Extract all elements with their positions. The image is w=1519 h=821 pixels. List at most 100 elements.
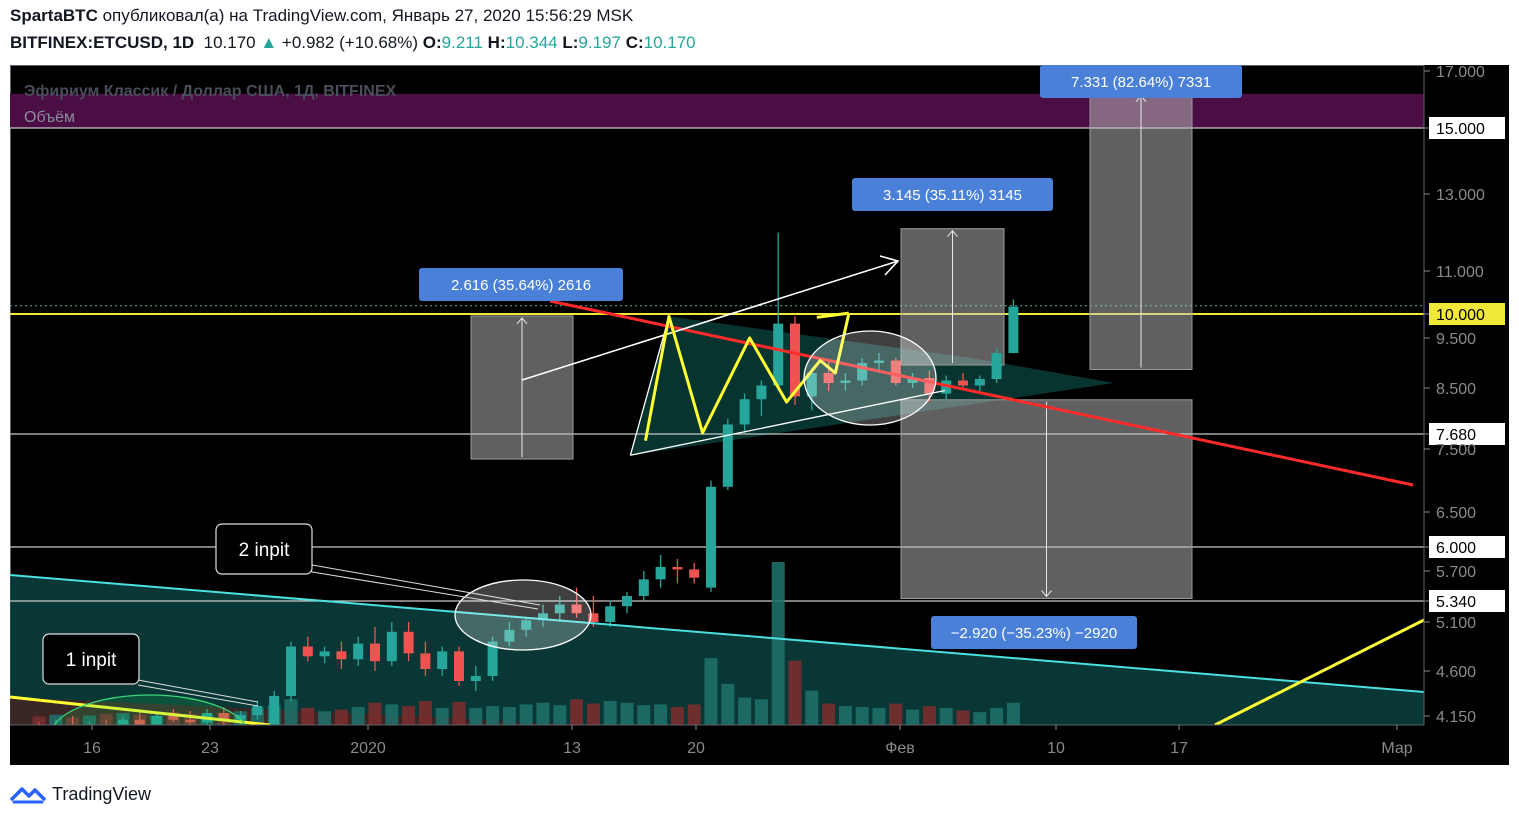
- price-tick-highlight: [1429, 590, 1505, 612]
- candle-body: [538, 613, 548, 621]
- breakout-ellipse: [803, 330, 937, 426]
- volume-bar: [738, 697, 752, 725]
- volume-bar: [906, 709, 920, 725]
- time-tick-label: 20: [687, 740, 705, 757]
- candle-body: [874, 360, 884, 363]
- measure-arrow-head: [1041, 590, 1052, 598]
- price-chart[interactable]: Эфириум Классик / Доллар США, 1Д, BITFIN…: [10, 65, 1509, 765]
- candle-body: [437, 651, 448, 670]
- candle-body: [286, 646, 296, 696]
- time-tick-label: 17: [1170, 740, 1188, 757]
- volume-bar: [754, 699, 768, 725]
- volume-bar: [486, 706, 500, 725]
- volume-legend-title: Объём: [24, 109, 75, 126]
- volume-bar: [32, 716, 46, 725]
- price-tick-label: 11.000: [1436, 264, 1484, 281]
- candle-body: [521, 620, 532, 630]
- volume-bar: [586, 703, 600, 725]
- price-tick-label: 9.500: [1436, 331, 1476, 348]
- footer: TradingView: [10, 782, 151, 806]
- price-tick-highlight: [1429, 303, 1505, 325]
- low-label: L:: [562, 33, 579, 52]
- volume-bar: [603, 700, 617, 725]
- price-tick-label: 4.600: [1436, 664, 1476, 681]
- triangle-base: [630, 389, 946, 456]
- volume-bar: [334, 709, 348, 725]
- volume-bar: [402, 706, 416, 725]
- triangle-edge: [629, 316, 670, 456]
- measure-label-text: 3.145 (35.11%) 3145: [883, 187, 1022, 204]
- author-name[interactable]: SpartaBTC: [10, 6, 98, 25]
- candle-body: [907, 378, 918, 383]
- series-legend-title: Эфириум Классик / Доллар США, 1Д, BITFIN…: [24, 83, 397, 100]
- annotation-callout-text: 2 inpit: [239, 540, 290, 561]
- price-tick-label: 8.500: [1436, 381, 1476, 398]
- volume-bar: [351, 706, 365, 725]
- low-value: 9.197: [578, 33, 621, 52]
- footer-brand[interactable]: TradingView: [52, 783, 152, 804]
- price-tick-highlight: [1429, 536, 1505, 558]
- volume-bar: [687, 704, 701, 725]
- price-tick-label: 6.500: [1436, 505, 1476, 522]
- volume-bar: [805, 690, 819, 725]
- price-axis-bg: [1424, 65, 1509, 725]
- volume-bar: [301, 707, 315, 725]
- candle-body: [706, 486, 716, 588]
- input-2-ellipse: [454, 579, 592, 651]
- volume-bar: [284, 699, 298, 725]
- candle-body: [168, 716, 179, 720]
- candle-body: [420, 653, 431, 670]
- volume-bar: [620, 702, 634, 725]
- candle-body: [185, 719, 196, 723]
- measure-label-bg: [852, 178, 1053, 211]
- open-value: 9.211: [441, 33, 483, 52]
- volume-bar: [519, 704, 533, 725]
- price-tick-label: 15.000: [1436, 121, 1485, 138]
- price-tick-label: 6.000: [1436, 540, 1476, 557]
- input-1-ellipse: [53, 694, 247, 725]
- time-tick-label: 2020: [350, 740, 386, 757]
- volume-bar: [452, 701, 466, 725]
- publish-header: SpartaBTC опубликовал(а) на TradingView.…: [10, 6, 633, 26]
- measure-label-bg: [1040, 65, 1242, 98]
- time-tick-label: 16: [83, 740, 101, 757]
- candle-body: [622, 596, 632, 607]
- price-tick-label: 10.000: [1436, 307, 1485, 324]
- candle-body: [218, 713, 229, 720]
- volume-bar: [721, 683, 735, 725]
- volume-bar: [368, 702, 382, 725]
- candle-body: [890, 360, 901, 383]
- candle-body: [571, 604, 582, 614]
- price-tick-label: 5.100: [1436, 615, 1476, 632]
- volume-bar: [939, 707, 953, 725]
- price-tick-label: 4.150: [1436, 709, 1476, 726]
- candle-body: [924, 378, 935, 394]
- volume-bar: [469, 707, 483, 725]
- time-tick-label: 10: [1047, 740, 1065, 757]
- annotation-callout-bg: [215, 523, 313, 575]
- up-arrow-icon: ▲: [255, 33, 282, 52]
- projection-arrow-head: [879, 255, 900, 276]
- callout-pointer-2: [294, 561, 541, 606]
- price-tick-label: 17.000: [1436, 65, 1485, 81]
- time-tick-label: Мар: [1381, 740, 1412, 757]
- volume-bar: [654, 704, 668, 725]
- annotation-callout-bg: [42, 633, 140, 685]
- candle-body: [336, 651, 347, 660]
- time-tick-label: 13: [563, 740, 581, 757]
- time-axis-bg: [10, 725, 1509, 765]
- volume-bar: [788, 660, 802, 725]
- price-tick-highlight: [1429, 423, 1505, 445]
- volume-bar: [838, 706, 852, 725]
- resistance-trendline: [549, 299, 1414, 487]
- candle-body: [722, 424, 733, 487]
- volume-bar: [99, 713, 113, 725]
- volume-bar: [570, 699, 584, 725]
- close-label: C:: [625, 33, 644, 52]
- measure-label-text: −2.920 (−35.23%) −2920: [951, 625, 1117, 642]
- symbol-name: BITFINEX:ETCUSD, 1D: [10, 33, 195, 52]
- annotation-callout-text: 1 inpit: [66, 650, 117, 671]
- old-trendline: [10, 695, 271, 725]
- close-value: 10.170: [643, 33, 696, 52]
- price-tick-label: 13.000: [1436, 187, 1485, 204]
